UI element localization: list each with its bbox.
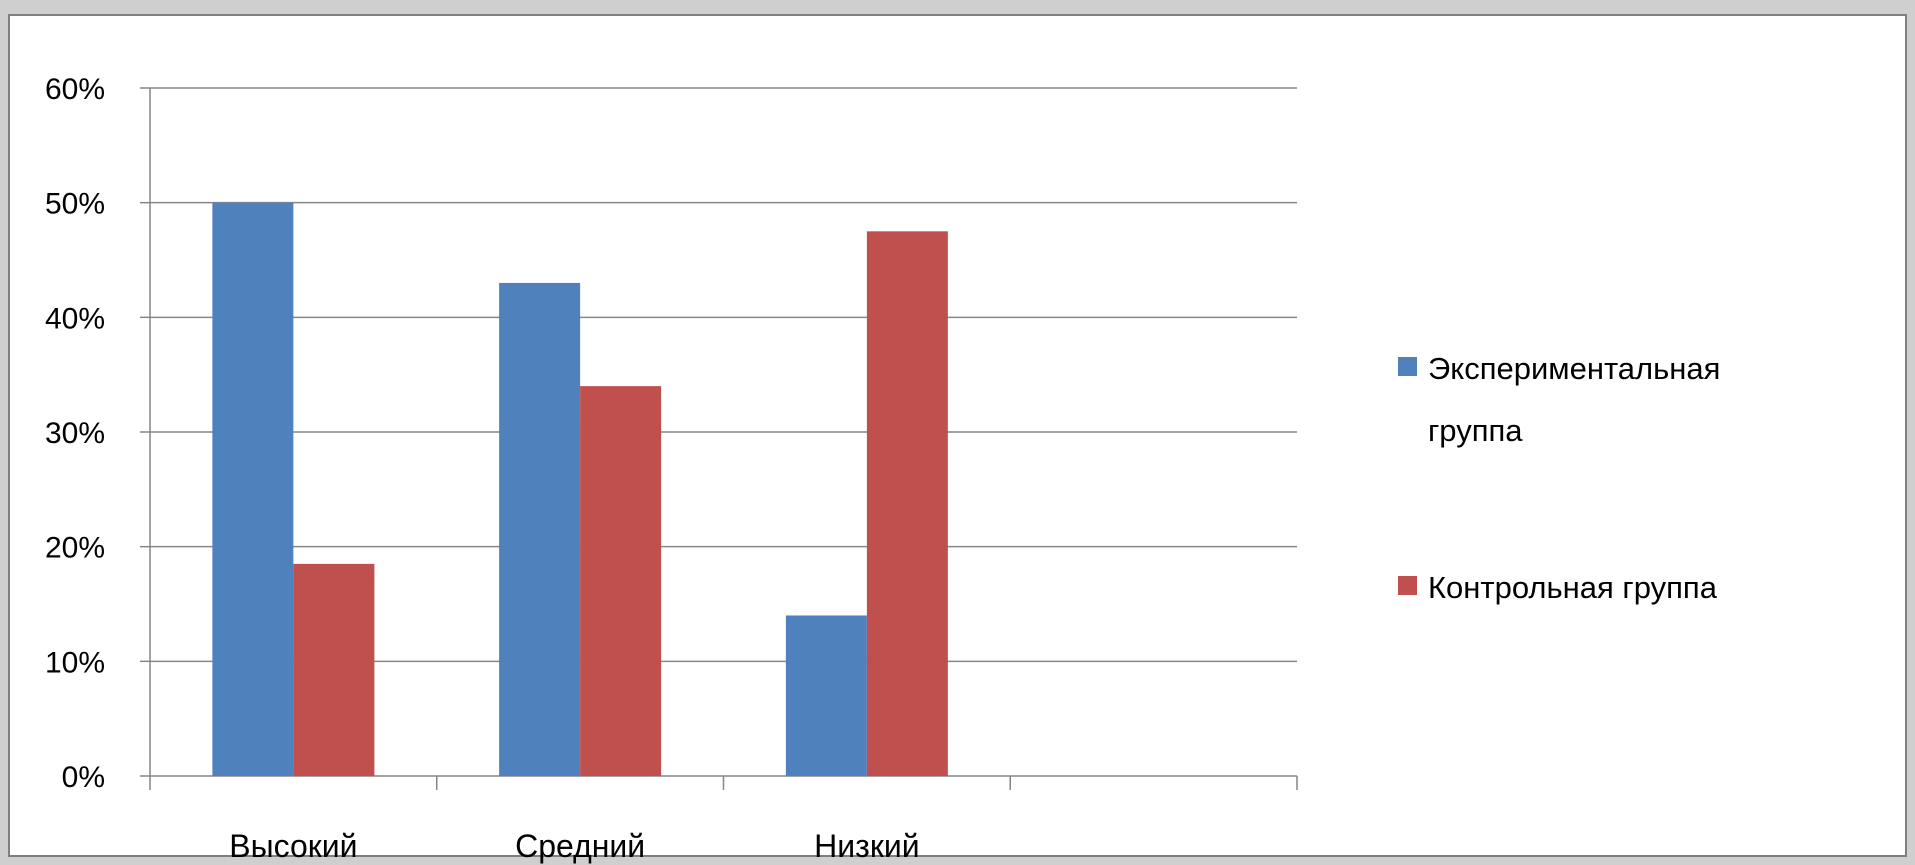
bar-experimental <box>785 615 867 776</box>
y-tick-label: 30% <box>45 417 105 450</box>
bar-control <box>866 231 948 777</box>
legend-label: Экспериментальная <box>1428 351 1720 386</box>
legend: Экспериментальная группа Контрольная групп… <box>1398 351 1720 605</box>
bar-experimental <box>212 202 294 776</box>
x-category-label: Высокий <box>229 828 357 864</box>
y-axis-tick-labels: 0% 10% 20% 30% 40% 50% 60% <box>45 73 105 794</box>
y-tick-label: 40% <box>45 302 105 335</box>
bars <box>212 202 948 777</box>
legend-label: группа <box>1428 413 1523 448</box>
y-tick-label: 60% <box>45 73 105 106</box>
x-category-label: Средний <box>515 828 645 864</box>
x-axis-category-labels: Высокий Средний Низкий <box>229 828 919 864</box>
y-tick-label: 0% <box>62 761 105 794</box>
legend-swatch <box>1398 576 1417 595</box>
legend-swatch <box>1398 357 1417 376</box>
y-tick-label: 20% <box>45 532 105 565</box>
bar-control <box>293 563 375 776</box>
y-tick-label: 10% <box>45 646 105 679</box>
y-tick-label: 50% <box>45 188 105 221</box>
bar-control <box>580 386 662 776</box>
legend-label: Контрольная группа <box>1428 570 1718 605</box>
x-category-label: Низкий <box>814 828 919 864</box>
bar-experimental <box>499 282 581 776</box>
